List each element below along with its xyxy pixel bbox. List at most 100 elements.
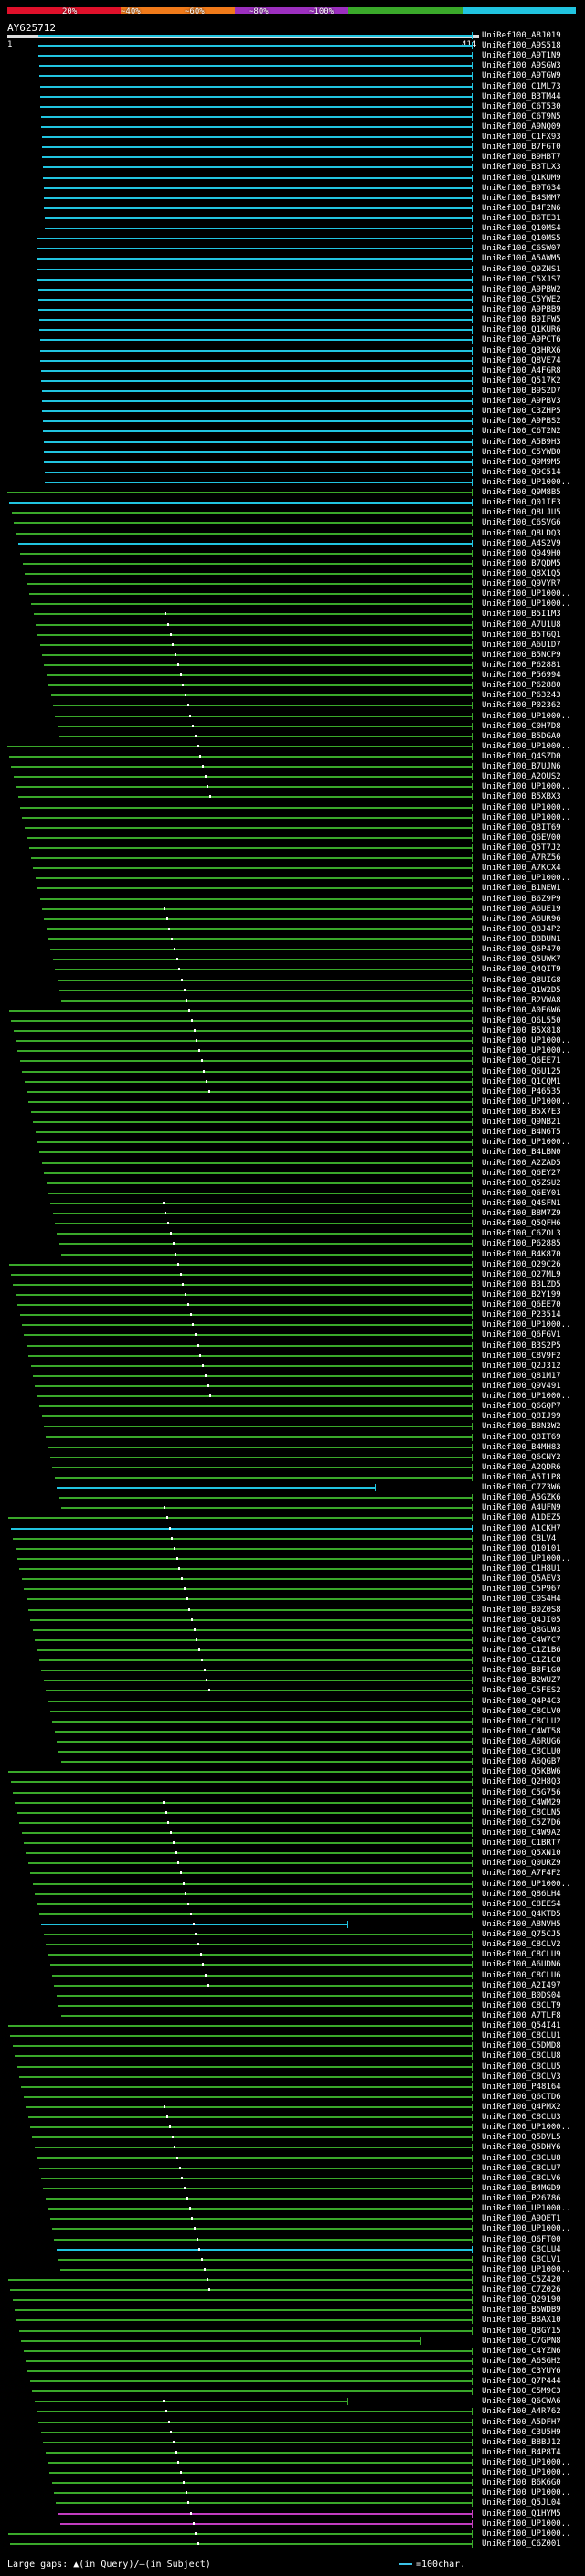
hit-row[interactable]: UniRef100_B7UJN6: [0, 762, 585, 772]
hit-label[interactable]: UniRef100_Q75CJ5: [482, 1930, 561, 1940]
hit-row[interactable]: UniRef100_Q10MS5: [0, 234, 585, 244]
hit-label[interactable]: UniRef100_B3TM44: [482, 91, 561, 101]
hit-label[interactable]: UniRef100_Q5T7J2: [482, 843, 561, 853]
hit-row[interactable]: UniRef100_A7RZ56: [0, 853, 585, 864]
hit-label[interactable]: UniRef100_B7QDM5: [482, 558, 561, 568]
hit-label[interactable]: UniRef100_Q29C26: [482, 1259, 561, 1269]
hit-row[interactable]: UniRef100_A4R762: [0, 2407, 585, 2417]
hit-label[interactable]: UniRef100_P48164: [482, 2082, 561, 2092]
hit-row[interactable]: UniRef100_B5X7E3: [0, 1108, 585, 1118]
hit-row[interactable]: UniRef100_A5AWM5: [0, 254, 585, 264]
hit-label[interactable]: UniRef100_A4R762: [482, 2407, 561, 2417]
hit-label[interactable]: UniRef100_B4LBN0: [482, 1148, 561, 1158]
hit-row[interactable]: UniRef100_A6UE19: [0, 905, 585, 915]
hit-label[interactable]: UniRef100_A1CKH7: [482, 1523, 561, 1533]
hit-label[interactable]: UniRef100_Q6CWA6: [482, 2397, 561, 2407]
hit-label[interactable]: UniRef100_P26786: [482, 2194, 561, 2204]
hit-row[interactable]: UniRef100_A1DEZ5: [0, 1513, 585, 1523]
hit-row[interactable]: UniRef100_C8CLU3: [0, 2113, 585, 2123]
hit-label[interactable]: UniRef100_A7KCX4: [482, 864, 561, 874]
hit-row[interactable]: UniRef100_A9QET1: [0, 2214, 585, 2224]
hit-label[interactable]: UniRef100_B4P8T4: [482, 2447, 561, 2457]
hit-row[interactable]: UniRef100_P62885: [0, 1239, 585, 1249]
hit-row[interactable]: UniRef100_B4F2N6: [0, 204, 585, 214]
hit-label[interactable]: UniRef100_B4SMM7: [482, 193, 561, 203]
hit-label[interactable]: UniRef100_Q6EY01: [482, 1188, 561, 1198]
hit-label[interactable]: UniRef100_Q8LJU5: [482, 508, 561, 518]
hit-row[interactable]: UniRef100_C1BRT7: [0, 1839, 585, 1849]
hit-row[interactable]: UniRef100_B6K6G0: [0, 2478, 585, 2488]
hit-label[interactable]: UniRef100_UP1000..: [482, 874, 571, 884]
hit-row[interactable]: UniRef100_Q6EY27: [0, 1169, 585, 1179]
hit-row[interactable]: UniRef100_A9PBB9: [0, 305, 585, 315]
hit-label[interactable]: UniRef100_P02362: [482, 701, 561, 711]
hit-row[interactable]: UniRef100_B9T634: [0, 184, 585, 194]
hit-label[interactable]: UniRef100_Q5JL04: [482, 2498, 561, 2508]
hit-row[interactable]: UniRef100_Q4KTD5: [0, 1910, 585, 1920]
hit-row[interactable]: UniRef100_A9PBV3: [0, 397, 585, 407]
hit-row[interactable]: UniRef100_C1Z1C8: [0, 1656, 585, 1666]
hit-label[interactable]: UniRef100_B5X818: [482, 1026, 561, 1036]
hit-label[interactable]: UniRef100_B5X7E3: [482, 1107, 561, 1117]
hit-label[interactable]: UniRef100_B8M7Z9: [482, 1209, 561, 1219]
hit-row[interactable]: UniRef100_A8NVH5: [0, 1920, 585, 1930]
hit-row[interactable]: UniRef100_Q81M17: [0, 1372, 585, 1382]
hit-label[interactable]: UniRef100_C5FES2: [482, 1686, 561, 1696]
hit-row[interactable]: UniRef100_Q6CNY2: [0, 1453, 585, 1463]
hit-label[interactable]: UniRef100_A9NQ09: [482, 122, 561, 133]
hit-row[interactable]: UniRef100_A4S2V9: [0, 539, 585, 549]
hit-label[interactable]: UniRef100_UP1000..: [482, 2468, 571, 2478]
hit-row[interactable]: UniRef100_B6TE31: [0, 214, 585, 224]
hit-label[interactable]: UniRef100_B7FGT0: [482, 143, 561, 153]
hit-label[interactable]: UniRef100_A5B9H3: [482, 437, 561, 447]
hit-label[interactable]: UniRef100_Q9V491: [482, 1382, 561, 1392]
hit-row[interactable]: UniRef100_A9T1N9: [0, 51, 585, 61]
hit-row[interactable]: UniRef100_C8CLN5: [0, 1808, 585, 1818]
hit-row[interactable]: UniRef100_C5Z420: [0, 2275, 585, 2285]
hit-row[interactable]: UniRef100_C8CLU2: [0, 1717, 585, 1727]
hit-row[interactable]: UniRef100_Q7P444: [0, 2377, 585, 2387]
hit-row[interactable]: UniRef100_C5Z7D6: [0, 1818, 585, 1829]
hit-row[interactable]: UniRef100_UP1000..: [0, 2488, 585, 2498]
hit-label[interactable]: UniRef100_C7Z026: [482, 2285, 561, 2295]
hit-row[interactable]: UniRef100_C8CLV2: [0, 1940, 585, 1950]
hit-label[interactable]: UniRef100_A9PBS2: [482, 417, 561, 427]
hit-row[interactable]: UniRef100_B3TM44: [0, 92, 585, 102]
hit-row[interactable]: UniRef100_UP1000..: [0, 2458, 585, 2468]
hit-label[interactable]: UniRef100_Q3HRX6: [482, 345, 561, 355]
hit-label[interactable]: UniRef100_Q9NB21: [482, 1118, 561, 1128]
hit-label[interactable]: UniRef100_Q2H8Q3: [482, 1777, 561, 1787]
hit-row[interactable]: UniRef100_Q5UWK7: [0, 955, 585, 965]
hit-label[interactable]: UniRef100_Q8IT69: [482, 822, 561, 832]
hit-label[interactable]: UniRef100_C5P967: [482, 1585, 561, 1595]
hit-label[interactable]: UniRef100_Q54I41: [482, 2021, 561, 2031]
hit-label[interactable]: UniRef100_A6RUG6: [482, 1736, 561, 1746]
hit-row[interactable]: UniRef100_Q6P470: [0, 945, 585, 955]
hit-row[interactable]: UniRef100_B9S2D7: [0, 387, 585, 397]
hit-label[interactable]: UniRef100_P62881: [482, 661, 561, 670]
hit-row[interactable]: UniRef100_C3YUY6: [0, 2367, 585, 2377]
hit-label[interactable]: UniRef100_Q10MS4: [482, 224, 561, 234]
hit-label[interactable]: UniRef100_C7Z3W6: [482, 1483, 561, 1493]
hit-label[interactable]: UniRef100_Q6GQP7: [482, 1402, 561, 1412]
hit-label[interactable]: UniRef100_Q6L550: [482, 1015, 561, 1025]
hit-label[interactable]: UniRef100_UP1000..: [482, 1320, 571, 1330]
hit-label[interactable]: UniRef100_C1H8U1: [482, 1564, 561, 1574]
hit-row[interactable]: UniRef100_C8CLU8: [0, 2051, 585, 2062]
hit-row[interactable]: UniRef100_Q6EV00: [0, 833, 585, 843]
hit-label[interactable]: UniRef100_C8CLU1: [482, 2031, 561, 2041]
hit-label[interactable]: UniRef100_Q9M9M5: [482, 457, 561, 467]
hit-row[interactable]: UniRef100_A6SGH2: [0, 2357, 585, 2367]
hit-row[interactable]: UniRef100_A7U1U8: [0, 620, 585, 631]
hit-row[interactable]: UniRef100_C6T2N2: [0, 427, 585, 437]
hit-label[interactable]: UniRef100_Q1CQM1: [482, 1076, 561, 1087]
hit-label[interactable]: UniRef100_B8BUN1: [482, 935, 561, 945]
hit-label[interactable]: UniRef100_Q9C514: [482, 467, 561, 477]
hit-row[interactable]: UniRef100_C6T530: [0, 102, 585, 112]
hit-row[interactable]: UniRef100_C6ZOL3: [0, 1229, 585, 1239]
hit-row[interactable]: UniRef100_A5B9H3: [0, 438, 585, 448]
hit-label[interactable]: UniRef100_B6TE31: [482, 214, 561, 224]
hit-row[interactable]: UniRef100_Q9ZNS1: [0, 265, 585, 275]
hit-label[interactable]: UniRef100_UP1000..: [482, 2488, 571, 2498]
hit-label[interactable]: UniRef100_B8F1G0: [482, 1666, 561, 1676]
